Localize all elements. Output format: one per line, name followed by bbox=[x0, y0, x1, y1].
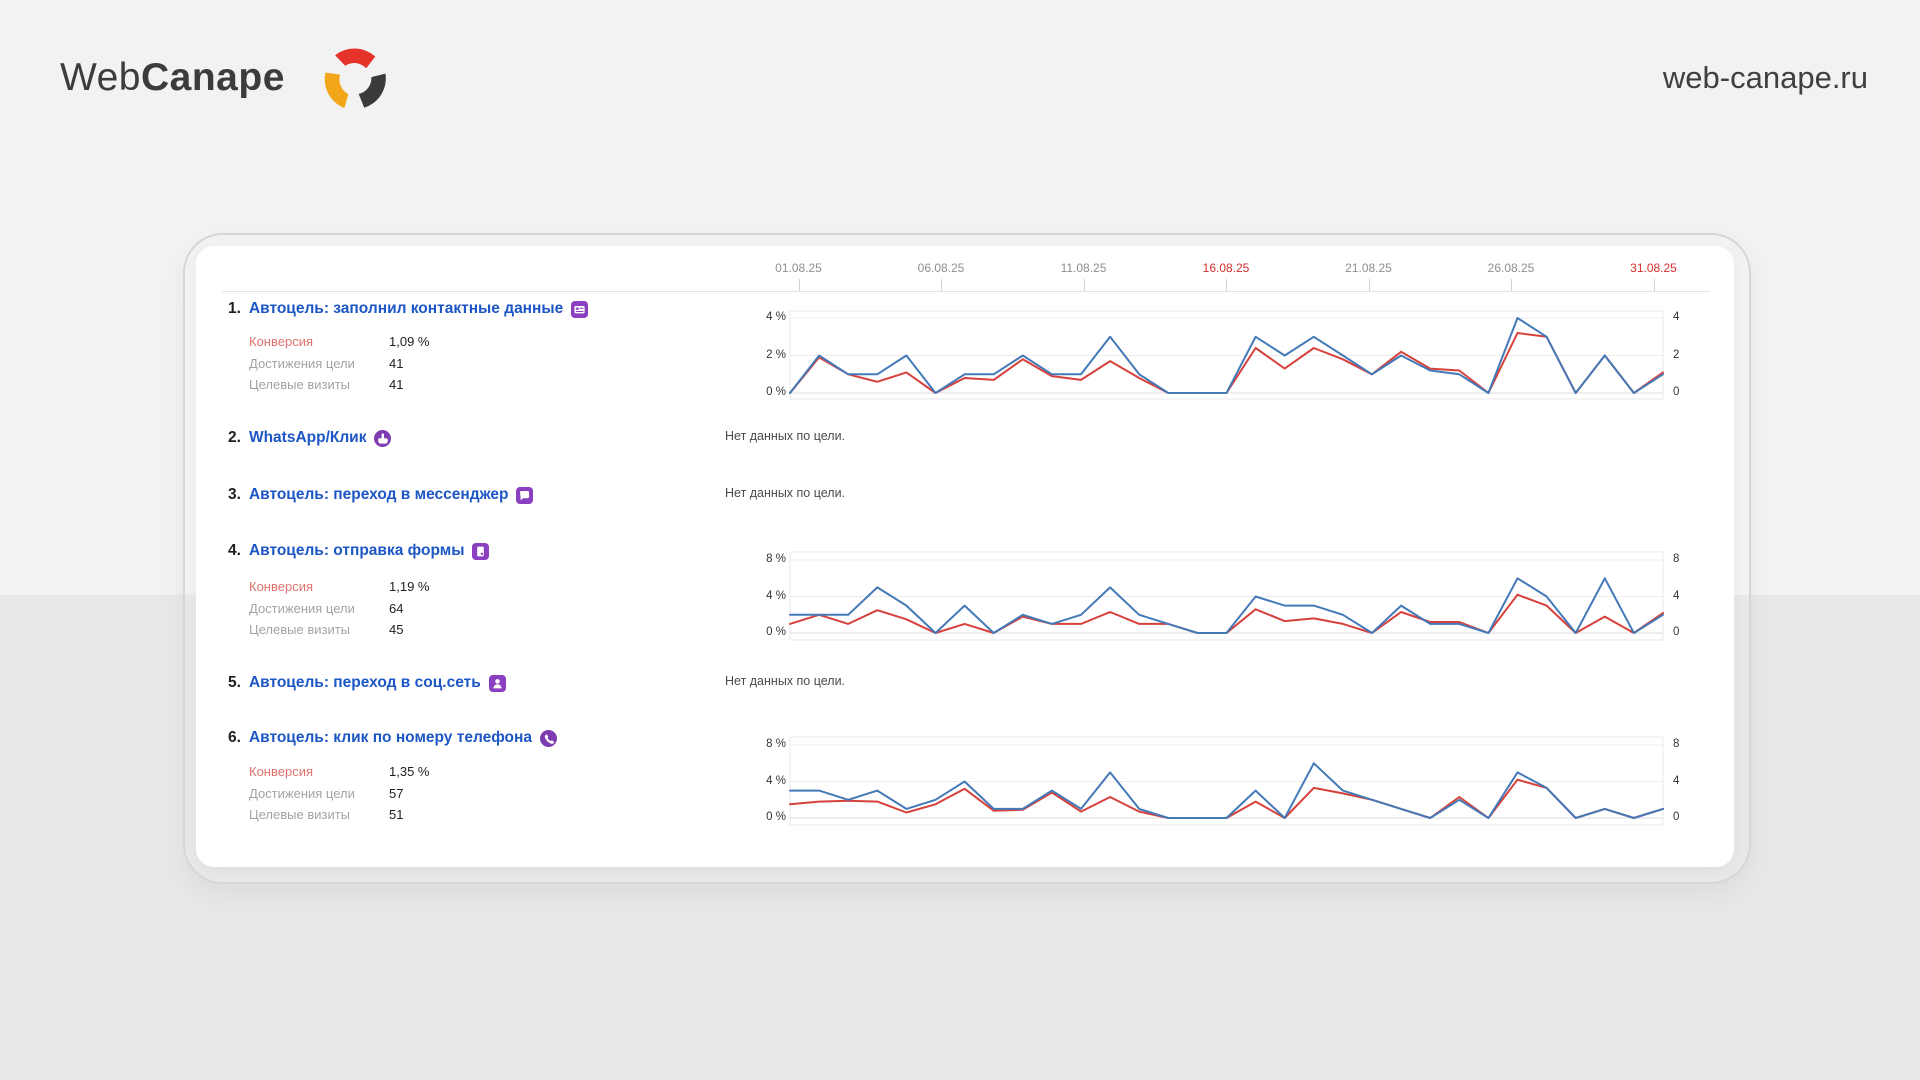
stat-value-goal-visits: 45 bbox=[389, 622, 404, 637]
no-data-text: Нет данных по цели. bbox=[725, 486, 846, 500]
stat-label-goal-reaches: Достижения цели bbox=[249, 786, 355, 801]
date-axis-label: 31.08.25 bbox=[1630, 261, 1677, 275]
goal-number: 1. bbox=[228, 300, 241, 317]
logo-text-part2: Canape bbox=[141, 56, 285, 99]
goal-number: 3. bbox=[228, 486, 241, 503]
goal-row-title: 5. Автоцель: переход в соц.сеть bbox=[228, 673, 506, 693]
date-axis-tick bbox=[1226, 279, 1227, 291]
y-axis-label-left: 4 % bbox=[766, 774, 786, 787]
webcanape-logo-text: WebCanape bbox=[60, 56, 285, 100]
stat-value-conversion: 1,09 % bbox=[389, 334, 430, 349]
stat-value-goal-visits: 51 bbox=[389, 807, 404, 822]
report-frame bbox=[183, 233, 1751, 884]
y-axis-label-left: 8 % bbox=[766, 738, 786, 750]
date-axis-tick bbox=[1368, 279, 1370, 291]
date-axis-tick bbox=[1653, 279, 1655, 291]
goal-row-title: 3. Автоцель: переход в мессенджер bbox=[228, 485, 534, 505]
contact-card-icon bbox=[571, 300, 589, 318]
date-axis-label: 01.08.25 bbox=[775, 261, 822, 275]
y-axis-label-right: 4 bbox=[1673, 589, 1680, 602]
goal-title-link[interactable]: WhatsApp/Клик bbox=[248, 429, 367, 446]
y-axis-label-left: 4 % bbox=[766, 589, 786, 602]
y-axis-label-right: 8 bbox=[1673, 553, 1680, 565]
y-axis-label-right: 0 bbox=[1673, 386, 1680, 398]
goal-row-title: 4. Автоцель: отправка формы bbox=[228, 541, 490, 561]
stat-value-goal-reaches: 64 bbox=[389, 601, 404, 616]
date-axis-tick bbox=[941, 279, 942, 291]
y-axis-label-left: 2 % bbox=[766, 348, 786, 361]
goal-number: 4. bbox=[228, 542, 241, 559]
goal-title-link[interactable]: Автоцель: переход в соц.сеть bbox=[248, 674, 481, 691]
goal-number: 2. bbox=[228, 429, 241, 446]
stat-value-conversion: 1,35 % bbox=[389, 764, 430, 779]
stat-label-goal-reaches: Достижения цели bbox=[249, 601, 355, 616]
stat-label-goal-visits: Целевые визиты bbox=[249, 622, 351, 637]
date-axis-label: 06.08.25 bbox=[917, 261, 965, 275]
y-axis-label-left: 4 % bbox=[766, 311, 786, 323]
stat-label-conversion: Конверсия bbox=[249, 579, 314, 594]
stat-label-conversion: Конверсия bbox=[249, 334, 314, 349]
goal-number: 6. bbox=[228, 729, 241, 746]
stat-value-goal-reaches: 41 bbox=[389, 356, 404, 371]
site-url: web-canape.ru bbox=[1662, 60, 1868, 95]
stat-label-goal-visits: Целевые визиты bbox=[249, 377, 351, 392]
date-axis-label: 21.08.25 bbox=[1345, 261, 1392, 275]
click-icon bbox=[374, 429, 392, 447]
date-axis-tick bbox=[1083, 279, 1085, 291]
y-axis-label-left: 0 % bbox=[766, 811, 786, 823]
y-axis-label-left: 0 % bbox=[766, 386, 786, 398]
goal-title-link[interactable]: Автоцель: переход в мессенджер bbox=[248, 486, 509, 503]
goal-title-link[interactable]: Автоцель: заполнил контактные данные bbox=[248, 300, 564, 317]
goal-title-link[interactable]: Автоцель: отправка формы bbox=[248, 542, 465, 559]
form-icon bbox=[472, 542, 490, 560]
y-axis-label-left: 0 % bbox=[766, 626, 786, 638]
goal-title-link[interactable]: Автоцель: клик по номеру телефона bbox=[248, 729, 533, 746]
messenger-icon bbox=[516, 486, 534, 504]
y-axis-label-right: 0 bbox=[1673, 626, 1680, 638]
y-axis-label-right: 2 bbox=[1673, 348, 1680, 361]
webcanape-swirl-icon bbox=[324, 48, 386, 109]
y-axis-label-right: 4 bbox=[1673, 311, 1680, 323]
stat-value-goal-visits: 41 bbox=[389, 377, 404, 392]
stat-label-conversion: Конверсия bbox=[249, 764, 314, 779]
date-axis-tick bbox=[798, 279, 800, 291]
stat-label-goal-visits: Целевые визиты bbox=[249, 807, 351, 822]
y-axis-label-right: 0 bbox=[1673, 811, 1680, 823]
goal-number: 5. bbox=[228, 674, 241, 691]
y-axis-label-right: 4 bbox=[1673, 774, 1680, 787]
no-data-text: Нет данных по цели. bbox=[725, 674, 846, 688]
stat-value-conversion: 1,19 % bbox=[389, 579, 430, 594]
date-axis-line bbox=[222, 291, 1710, 292]
phone-icon bbox=[540, 729, 558, 747]
y-axis-label-left: 8 % bbox=[766, 553, 786, 565]
no-data-text: Нет данных по цели. bbox=[725, 429, 846, 443]
date-axis-label: 16.08.25 bbox=[1202, 261, 1250, 275]
stat-label-goal-reaches: Достижения цели bbox=[249, 356, 355, 371]
goal-row-title: 2. WhatsApp/Клик bbox=[228, 428, 392, 448]
y-axis-label-right: 8 bbox=[1673, 738, 1680, 750]
date-axis-tick bbox=[1511, 279, 1512, 291]
date-axis-label: 11.08.25 bbox=[1060, 261, 1107, 275]
goal-row-title: 1. Автоцель: заполнил контактные данные bbox=[228, 299, 589, 319]
stat-value-goal-reaches: 57 bbox=[389, 786, 404, 801]
person-icon bbox=[488, 674, 506, 692]
date-axis-label: 26.08.25 bbox=[1487, 261, 1535, 275]
goal-row-title: 6. Автоцель: клик по номеру телефона bbox=[228, 728, 558, 748]
logo-text-part1: Web bbox=[60, 56, 141, 99]
